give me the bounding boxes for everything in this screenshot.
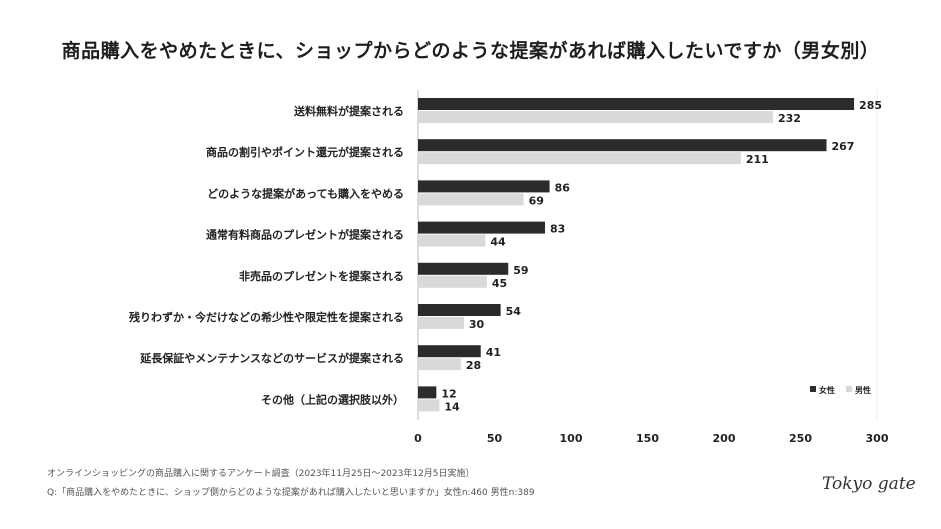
legend-label: 女性	[819, 385, 835, 395]
data-label: 41	[486, 346, 501, 359]
data-label: 69	[529, 194, 544, 207]
bar-male	[418, 317, 464, 329]
data-label: 45	[492, 277, 507, 290]
x-tick-label: 50	[487, 432, 503, 445]
data-label: 54	[506, 305, 522, 318]
bar-male	[418, 275, 487, 288]
x-tick-label: 100	[560, 432, 583, 445]
data-label: 28	[466, 359, 481, 372]
data-label: 12	[441, 387, 456, 400]
bar-chart: 送料無料が提案される 285 232 商品の割引やポイント還元が提案される 267 211…	[129, 90, 889, 445]
bar-female	[418, 139, 827, 152]
category-label: その他（上記の選択肢以外）	[261, 392, 404, 406]
bar-male	[418, 111, 773, 123]
category-label: 延長保証やメンテナンスなどのサービスが提案される	[139, 351, 404, 365]
legend-swatch	[846, 386, 852, 392]
data-label: 59	[513, 264, 528, 277]
x-tick-label: 0	[414, 432, 422, 445]
footnote-survey: オンラインショッピングの商品購入に関するアンケート調査（2023年11月25日〜…	[47, 469, 475, 479]
bar-male	[418, 152, 741, 165]
x-tick-label: 300	[866, 432, 889, 445]
bar-male	[418, 358, 461, 371]
data-label: 14	[444, 400, 460, 413]
x-tick-label: 150	[636, 432, 659, 445]
data-label: 83	[550, 223, 565, 236]
data-label: 267	[832, 140, 855, 153]
x-tick-label: 250	[789, 432, 812, 445]
bar-male	[418, 193, 524, 206]
category-label: 商品の割引やポイント還元が提案される	[206, 145, 404, 159]
bar-female	[418, 221, 545, 234]
footnote-question: Q:「商品購入をやめたときに、ショップ側からどのような提案があれば購入したいと思…	[47, 488, 535, 498]
legend-swatch	[810, 386, 816, 392]
data-label: 30	[469, 318, 485, 331]
data-label: 44	[490, 236, 506, 249]
category-label: 通常有料商品のプレゼントが提案される	[206, 228, 404, 242]
bar-female	[418, 304, 501, 316]
bar-female	[418, 180, 550, 193]
data-label: 232	[778, 112, 801, 125]
bar-female	[418, 98, 855, 110]
bar-male	[418, 399, 440, 412]
bar-male	[418, 234, 486, 247]
bar-female	[418, 386, 437, 399]
bar-female	[418, 345, 481, 358]
category-label: どのような提案があっても購入をやめる	[207, 186, 404, 200]
data-label: 211	[746, 153, 769, 166]
legend-label: 男性	[855, 385, 871, 395]
category-label: 送料無料が提案される	[293, 104, 404, 118]
category-label: 残りわずか・今だけなどの希少性や限定性を提案される	[129, 310, 404, 324]
bar-female	[418, 262, 509, 275]
data-label: 285	[859, 99, 882, 112]
chart-title: 商品購入をやめたときに、ショップからどのような提案があれば購入したいですか（男女…	[61, 40, 880, 62]
x-tick-label: 200	[713, 432, 736, 445]
brand-logo: Tokyo gate	[822, 474, 916, 494]
category-label: 非売品のプレゼントを提案される	[239, 269, 404, 283]
data-label: 86	[555, 181, 571, 194]
